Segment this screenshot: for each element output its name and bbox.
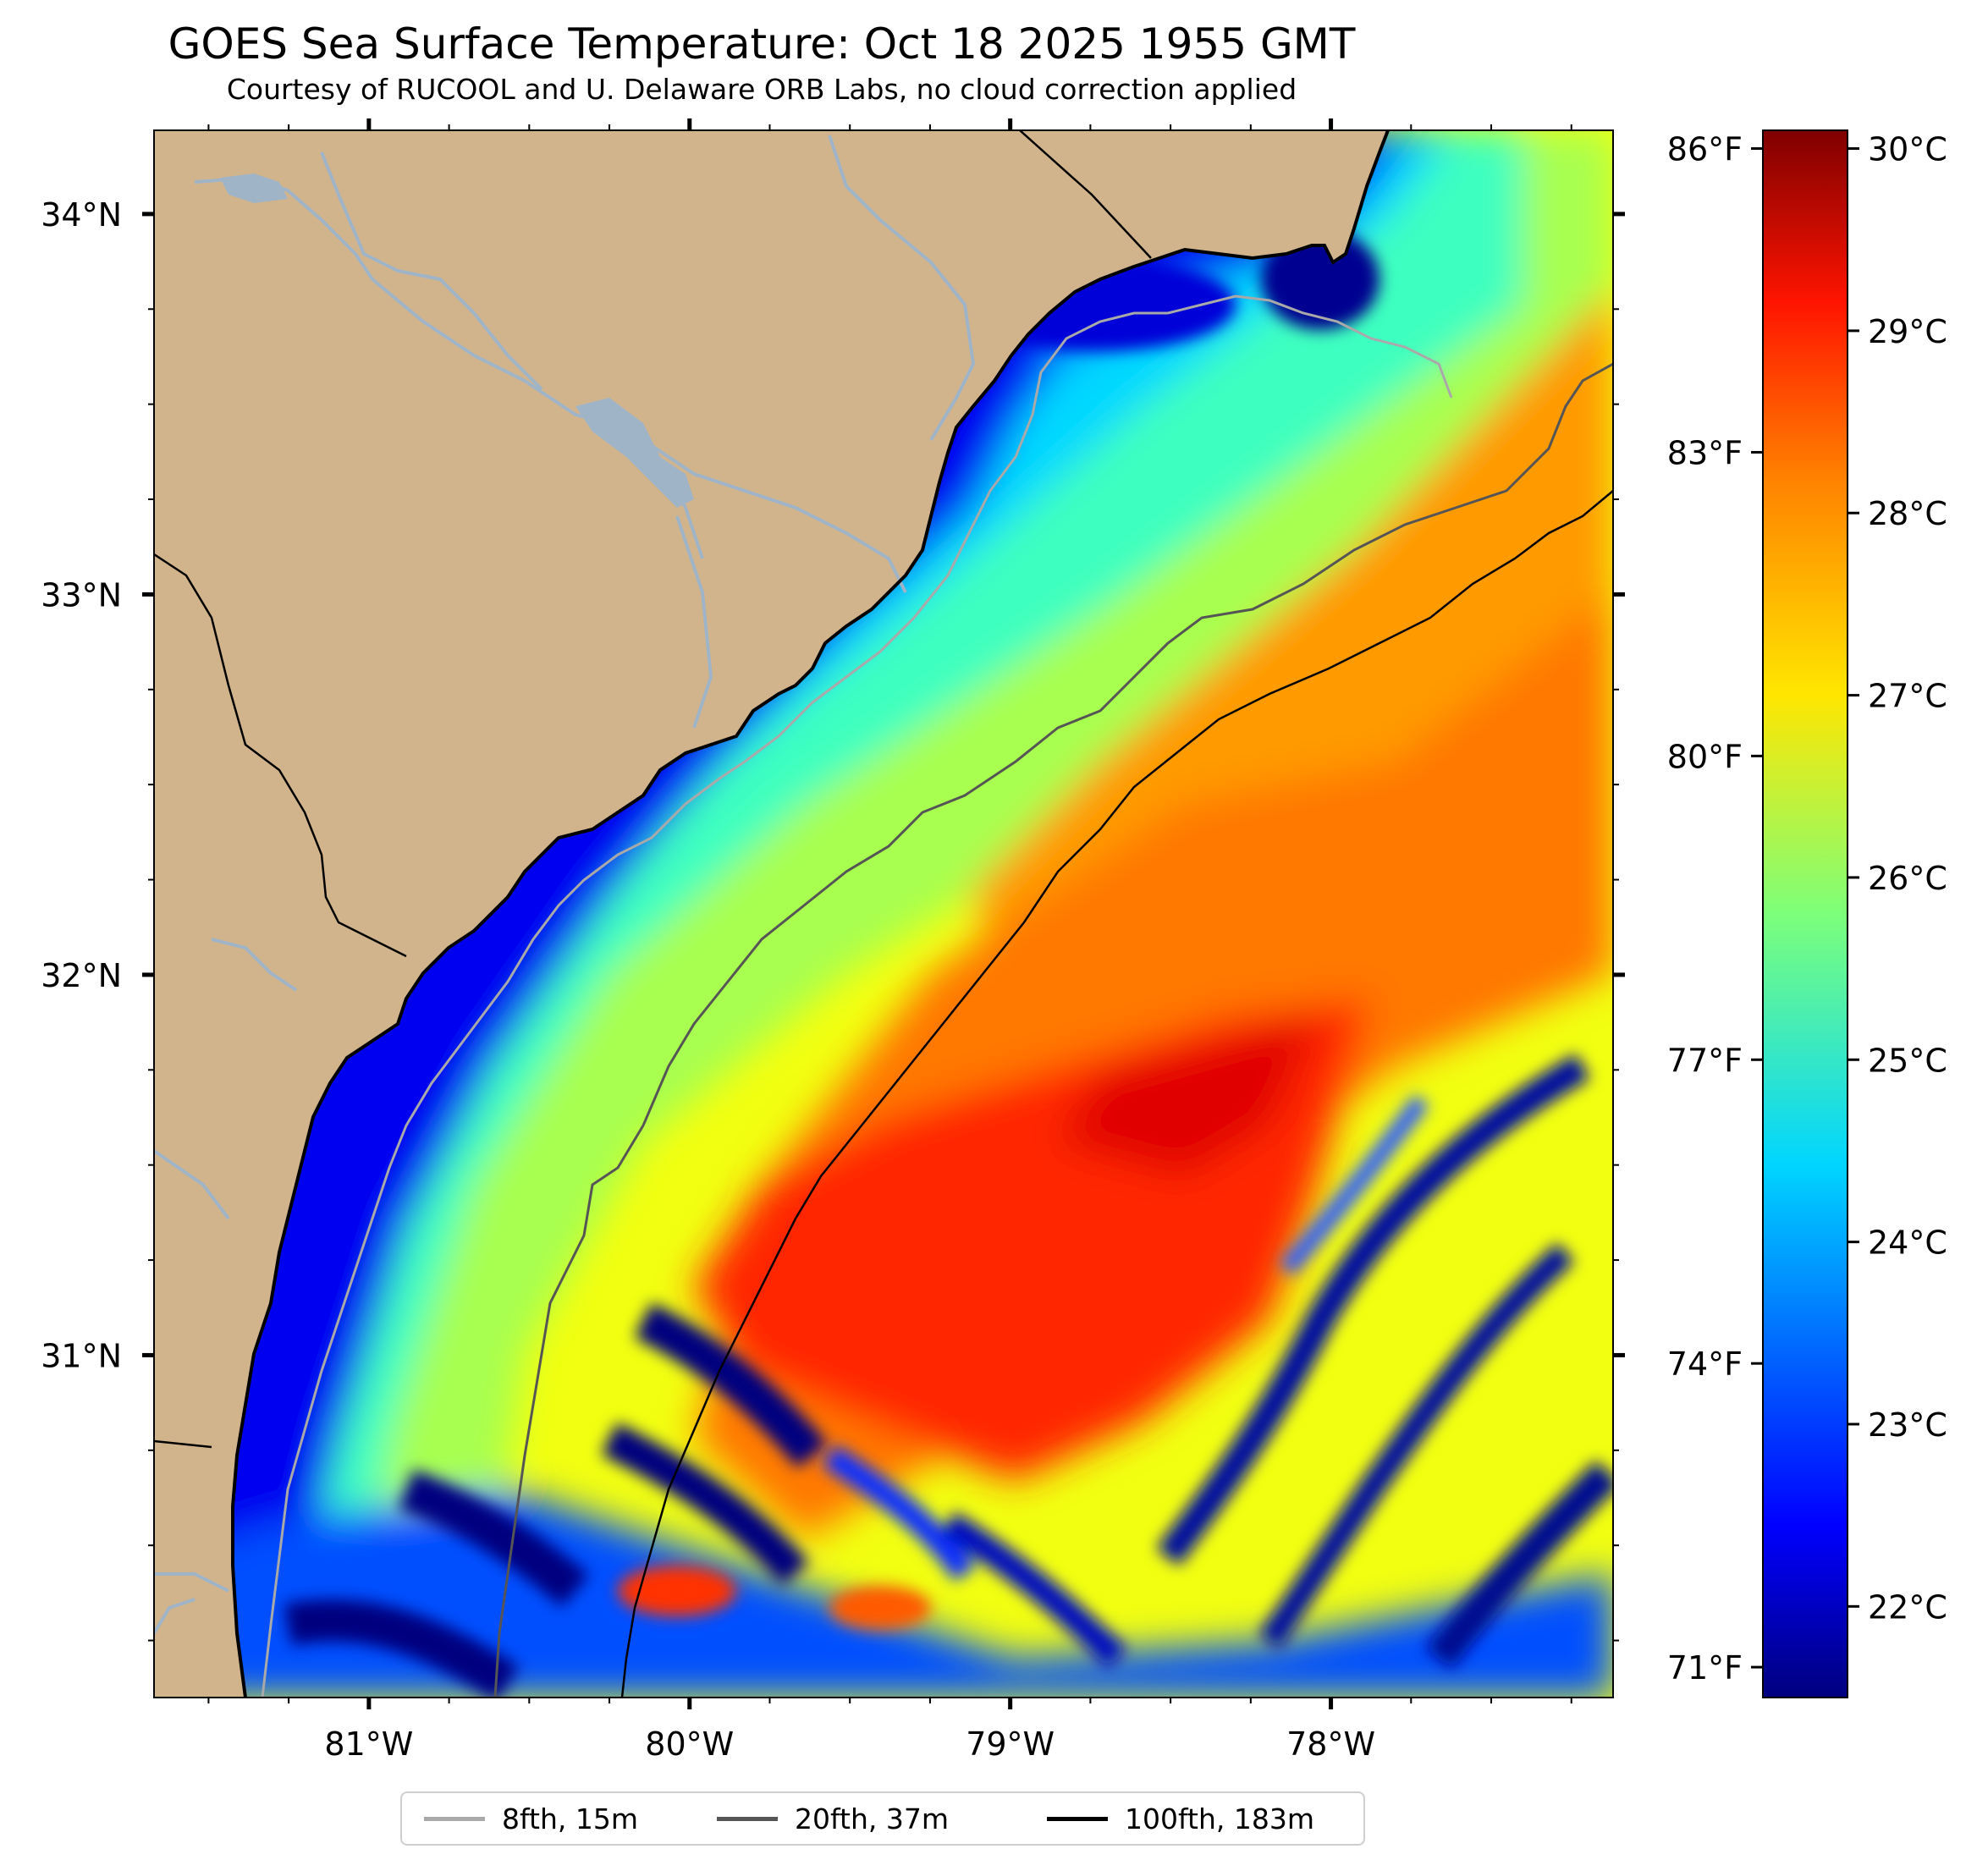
cold-eddy-6 — [940, 1511, 1127, 1669]
state-borders — [154, 130, 1152, 1449]
cold-eddy-3 — [399, 1469, 590, 1608]
legend-item-100fth: 100fth, 183m — [1047, 1793, 1314, 1844]
cold-eddy-1 — [634, 1302, 828, 1468]
lat-tick-label: 33°N — [41, 576, 122, 614]
legend-label-20fth: 20fth, 37m — [795, 1802, 949, 1835]
border-nc-sc — [1019, 130, 1152, 259]
river-9 — [154, 1598, 195, 1635]
border-sc-ga — [154, 553, 407, 958]
legend-label-100fth: 100fth, 183m — [1125, 1802, 1314, 1835]
cold-streak-2 — [1258, 1242, 1574, 1649]
celsius-tick-label: 27°C — [1868, 678, 1947, 715]
cold-eddy-2 — [601, 1423, 809, 1586]
river-7 — [154, 1149, 230, 1220]
celsius-tick-label: 28°C — [1868, 495, 1947, 532]
lon-tick-label: 78°W — [1286, 1725, 1375, 1763]
fahrenheit-tick-label: 74°F — [1667, 1345, 1743, 1383]
fahrenheit-tick-label: 71°F — [1667, 1649, 1743, 1687]
map-title: GOES Sea Surface Temperature: Oct 18 202… — [168, 19, 1356, 69]
sst-gulfstream-deep-red — [1058, 1015, 1320, 1176]
river-6 — [211, 938, 298, 992]
longitude-axis: 81°W 80°W 79°W 78°W — [207, 118, 1572, 1763]
fahrenheit-tick-label: 77°F — [1667, 1042, 1743, 1079]
isobath-8fth — [261, 294, 1453, 1698]
map-subtitle: Courtesy of RUCOOL and U. Delaware ORB L… — [226, 73, 1297, 106]
map-frame — [153, 129, 1614, 1698]
celsius-tick-label: 23°C — [1868, 1406, 1947, 1444]
rivers — [154, 135, 976, 1635]
cold-eddy-5 — [822, 1445, 976, 1582]
warm-spot-2 — [829, 1586, 931, 1630]
land-mass — [154, 130, 1388, 1698]
lat-tick-label: 34°N — [41, 196, 122, 234]
warm-spot-1 — [618, 1566, 736, 1616]
lake — [220, 173, 288, 203]
fahrenheit-tick-label: 83°F — [1667, 434, 1743, 471]
border-ga-fl — [154, 1439, 212, 1449]
celsius-tick-label: 30°C — [1868, 131, 1947, 168]
river-4 — [642, 438, 907, 593]
celsius-axis: 30°C 29°C 28°C 27°C 26°C 25°C 24°C 23°C 22°C — [1848, 131, 1947, 1626]
lake-marion — [575, 398, 694, 508]
legend-item-20fth: 20fth, 37m — [717, 1793, 949, 1844]
colorbar — [1762, 129, 1848, 1698]
cold-eddy-4 — [284, 1599, 520, 1698]
celsius-tick-label: 26°C — [1868, 860, 1947, 897]
legend-label-8fth: 8fth, 15m — [502, 1802, 639, 1835]
lon-tick-label: 79°W — [966, 1725, 1055, 1763]
lon-tick-label: 80°W — [645, 1725, 734, 1763]
celsius-tick-label: 24°C — [1868, 1224, 1947, 1262]
legend-item-8fth: 8fth, 15m — [424, 1793, 638, 1844]
river-2 — [320, 151, 543, 391]
fahrenheit-tick-label: 80°F — [1667, 738, 1743, 775]
sst-fine-features — [284, 228, 1613, 1698]
lat-tick-label: 32°N — [41, 957, 122, 994]
lat-tick-label: 31°N — [41, 1337, 122, 1374]
fahrenheit-axis: 86°F 83°F 80°F 77°F 74°F 71°F — [1667, 131, 1763, 1687]
legend-line-100fth — [1047, 1816, 1108, 1821]
legend-line-20fth — [717, 1816, 778, 1821]
latitude-axis: 34°N 33°N 32°N 31°N — [41, 196, 1625, 1642]
fahrenheit-tick-label: 86°F — [1667, 131, 1743, 168]
lon-tick-label: 81°W — [324, 1725, 413, 1763]
legend-line-8fth — [424, 1816, 485, 1821]
river-8 — [154, 1572, 229, 1593]
river-3 — [828, 135, 976, 442]
isobath-legend: 8fth, 15m 20fth, 37m 100fth, 183m — [400, 1791, 1365, 1846]
cold-streak-4 — [1279, 1094, 1429, 1276]
cold-streak-1 — [1156, 1054, 1590, 1566]
river-5 — [675, 515, 713, 729]
celsius-tick-label: 29°C — [1868, 313, 1947, 350]
map-area — [154, 130, 1613, 1698]
cold-streak-3 — [1425, 1460, 1613, 1670]
coastline — [231, 130, 1390, 1698]
isobath-20fth — [493, 362, 1613, 1698]
celsius-tick-label: 25°C — [1868, 1042, 1947, 1079]
celsius-tick-label: 22°C — [1868, 1588, 1947, 1626]
isobath-100fth — [620, 490, 1613, 1698]
